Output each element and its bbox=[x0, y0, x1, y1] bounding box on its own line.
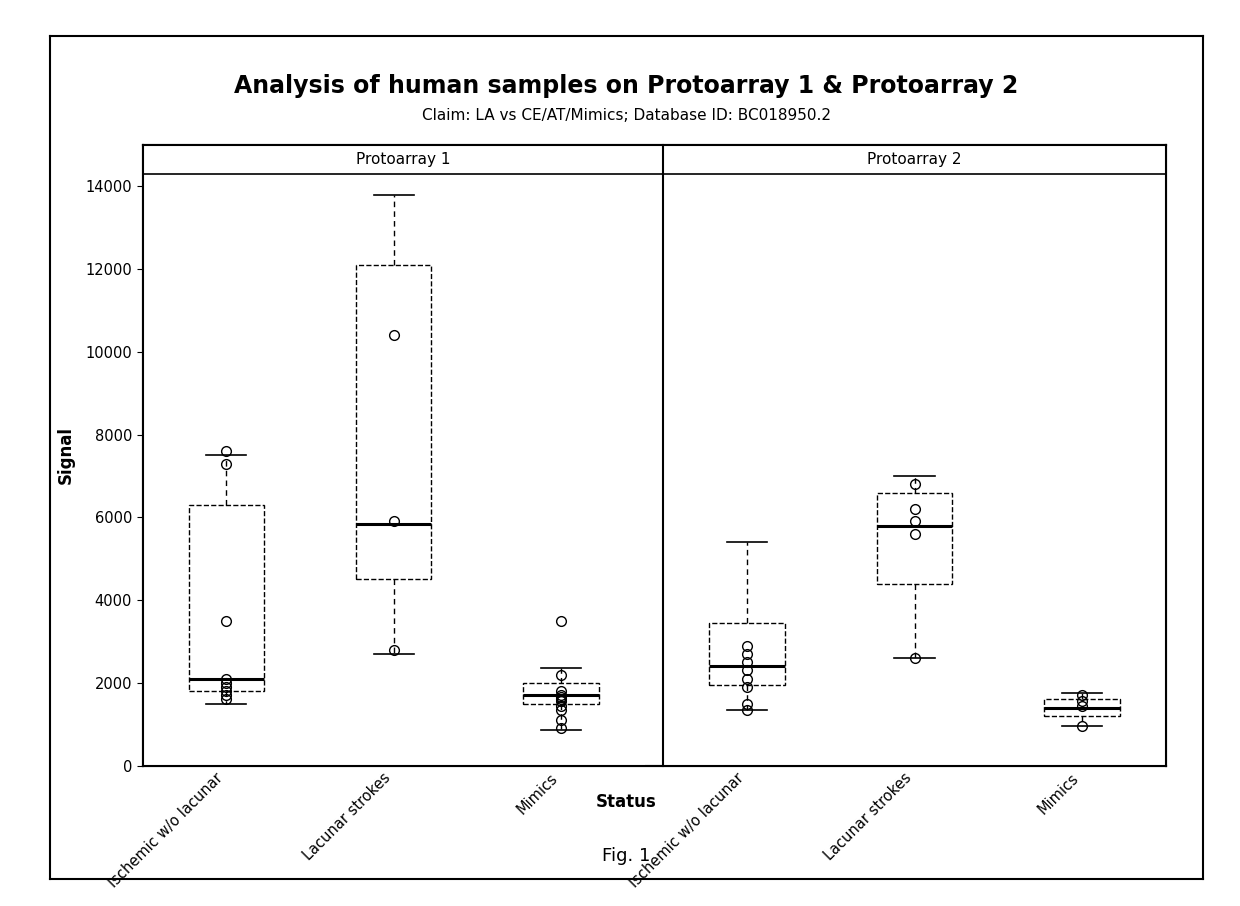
Text: Fig. 1: Fig. 1 bbox=[601, 847, 651, 865]
FancyBboxPatch shape bbox=[1044, 699, 1120, 716]
Text: Claim: LA vs CE/AT/Mimics; Database ID: BC018950.2: Claim: LA vs CE/AT/Mimics; Database ID: … bbox=[422, 109, 831, 123]
FancyBboxPatch shape bbox=[523, 683, 599, 703]
Text: Protoarray 1: Protoarray 1 bbox=[356, 152, 450, 167]
Text: Protoarray 2: Protoarray 2 bbox=[867, 152, 962, 167]
FancyBboxPatch shape bbox=[356, 265, 432, 580]
FancyBboxPatch shape bbox=[709, 622, 785, 685]
Text: Analysis of human samples on Protoarray 1 & Protoarray 2: Analysis of human samples on Protoarray … bbox=[234, 74, 1018, 98]
Y-axis label: Signal: Signal bbox=[56, 426, 74, 485]
FancyBboxPatch shape bbox=[877, 493, 952, 583]
Text: Status: Status bbox=[596, 793, 656, 811]
FancyBboxPatch shape bbox=[188, 505, 264, 691]
